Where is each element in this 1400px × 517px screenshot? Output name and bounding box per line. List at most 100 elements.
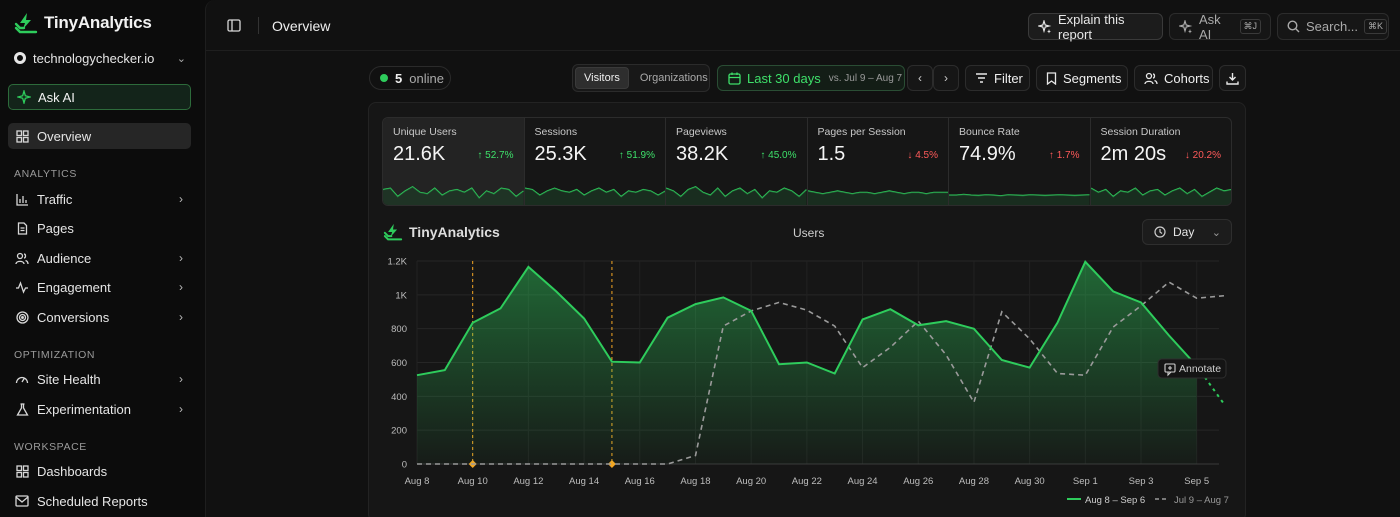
chart-legend: Aug 8 – Sep 6 Jul 9 – Aug 7 [1067, 495, 1229, 506]
metric-change: ↑ 45.0% [760, 150, 797, 161]
sidebar-item-scheduled-reports[interactable]: Scheduled Reports [8, 488, 191, 514]
site-icon [14, 52, 26, 64]
metric-strip: Unique Users 21.6K ↑ 52.7% Sessions 25.3… [382, 117, 1232, 206]
grid-icon [15, 129, 29, 143]
tab-organizations[interactable]: Organizations [639, 72, 708, 84]
sidebar-item-engagement[interactable]: Engagement › [8, 274, 191, 300]
sidebar-item-label: Overview [37, 128, 92, 144]
sparkline [666, 186, 807, 205]
sidebar-item-site-health[interactable]: Site Health › [8, 366, 191, 392]
filter-label: Filter [994, 70, 1023, 86]
compare-range-label: vs. Jul 9 – Aug 7 [828, 72, 903, 84]
sidebar-item-conversions[interactable]: Conversions › [8, 304, 191, 330]
lightning-logo-icon [383, 223, 403, 241]
metric-change: ↓ 20.2% [1184, 150, 1221, 161]
cohorts-button[interactable]: Cohorts [1134, 65, 1213, 91]
segments-button[interactable]: Segments [1036, 65, 1128, 91]
tab-visitors[interactable]: Visitors [575, 67, 629, 89]
metric-session-duration[interactable]: Session Duration 2m 20s ↓ 20.2% [1090, 118, 1231, 205]
chevron-down-icon: ⌄ [1211, 226, 1221, 239]
metric-unique-users[interactable]: Unique Users 21.6K ↑ 52.7% [383, 118, 525, 205]
metric-sessions[interactable]: Sessions 25.3K ↑ 51.9% [524, 118, 666, 205]
sparkline [1090, 187, 1231, 205]
annotate-button[interactable]: Annotate [1157, 358, 1227, 379]
brand-name: TinyAnalytics [44, 13, 152, 32]
users-icon [15, 251, 29, 265]
x-tick-label: Aug 8 [405, 476, 430, 487]
sidebar-item-label: Engagement [37, 279, 111, 295]
users-chart[interactable]: Aug 8 Aug 10 Aug 12 Aug 14 Aug 16 Aug 18 Aug 2… [369, 251, 1247, 517]
calendar-icon [727, 71, 741, 85]
sparkle-icon [17, 90, 31, 104]
metric-bounce-rate[interactable]: Bounce Rate 74.9% ↑ 1.7% [949, 118, 1091, 205]
download-button[interactable] [1219, 65, 1246, 91]
metric-pages-per-session[interactable]: Pages per Session 1.5 ↓ 4.5% [807, 118, 949, 205]
users-icon [1144, 71, 1158, 85]
granularity-select[interactable]: Day ⌄ [1142, 219, 1232, 245]
section-optimization: OPTIMIZATION [14, 349, 96, 361]
x-tick-label: Aug 30 [1015, 476, 1045, 487]
sidebar-item-label: Experimentation [37, 401, 131, 417]
chevron-right-icon: › [179, 310, 183, 324]
next-period-button[interactable]: › [933, 65, 959, 91]
legend-current: Aug 8 – Sep 6 [1085, 495, 1145, 506]
bookmark-icon [1046, 71, 1057, 85]
y-tick-label: 0 [402, 460, 407, 471]
sidebar-item-label: Audience [37, 250, 92, 266]
metric-label: Pages per Session [817, 126, 906, 138]
sidebar-ask-ai-button[interactable]: Ask AI [8, 84, 191, 110]
chart-brand-name: TinyAnalytics [409, 224, 500, 240]
filter-button[interactable]: Filter [965, 65, 1030, 91]
y-tick-label: 200 [391, 426, 407, 437]
sidebar-item-label: Scheduled Reports [37, 493, 148, 509]
overview-card: Unique Users 21.6K ↑ 52.7% Sessions 25.3… [368, 102, 1246, 517]
sidebar-item-audience[interactable]: Audience › [8, 245, 191, 271]
legend-compare: Jul 9 – Aug 7 [1174, 495, 1229, 506]
clock-icon [1153, 225, 1167, 239]
search-button[interactable]: Search... ⌘K [1277, 13, 1389, 40]
current-series-line [416, 260, 1198, 377]
flask-icon [15, 402, 29, 416]
sidebar-item-label: Site Health [37, 371, 101, 387]
explain-report-button[interactable]: Explain this report [1028, 12, 1163, 42]
online-label: online [409, 70, 444, 86]
x-tick-label: Aug 16 [625, 476, 655, 487]
sidebar-toggle-icon[interactable] [227, 19, 241, 37]
sidebar-item-experimentation[interactable]: Experimentation › [8, 396, 191, 422]
chevron-right-icon: › [179, 372, 183, 386]
previous-period-button[interactable]: ‹ [907, 65, 933, 91]
x-tick-label: Aug 10 [458, 476, 488, 487]
sidebar-item-label: Traffic [37, 191, 73, 207]
metric-value: 38.2K [676, 143, 729, 165]
sidebar-item-pages[interactable]: Pages [8, 215, 191, 241]
main-panel: Overview Explain this report Ask AI ⌘J S… [205, 0, 1400, 517]
metric-label: Bounce Rate [959, 126, 1020, 138]
chart-title: Users [793, 226, 825, 240]
metric-change: ↓ 4.5% [907, 150, 938, 161]
ask-ai-button[interactable]: Ask AI ⌘J [1169, 12, 1271, 42]
metric-value: 74.9% [959, 143, 1016, 165]
shortcut-badge: ⌘K [1364, 19, 1388, 34]
brand-logo[interactable]: TinyAnalytics [14, 12, 152, 34]
y-tick-label: 1K [395, 290, 407, 301]
x-tick-label: Aug 24 [847, 476, 877, 487]
metric-change: ↑ 52.7% [477, 150, 514, 161]
shortcut-badge: ⌘J [1239, 19, 1261, 34]
sidebar-item-dashboards[interactable]: Dashboards [8, 458, 191, 484]
online-count: 5 [395, 70, 403, 86]
metric-pageviews[interactable]: Pageviews 38.2K ↑ 45.0% [666, 118, 808, 205]
filter-icon [975, 71, 988, 85]
section-workspace: WORKSPACE [14, 441, 87, 453]
x-tick-label: Aug 28 [959, 476, 989, 487]
sparkle-icon [1179, 19, 1193, 34]
sidebar-item-traffic[interactable]: Traffic › [8, 186, 191, 212]
x-tick-label: Sep 5 [1184, 476, 1209, 487]
chart-brand-logo: TinyAnalytics [383, 223, 500, 241]
metric-value: 25.3K [534, 143, 587, 165]
chevron-right-icon: › [944, 71, 948, 85]
bar-chart-icon [15, 192, 29, 206]
x-tick-label: Sep 1 [1073, 476, 1098, 487]
sidebar-item-overview[interactable]: Overview [8, 123, 191, 149]
date-range-button[interactable]: Last 30 days vs. Jul 9 – Aug 7 [717, 65, 905, 91]
site-switcher[interactable]: technologychecker.io ⌄ [14, 47, 186, 69]
